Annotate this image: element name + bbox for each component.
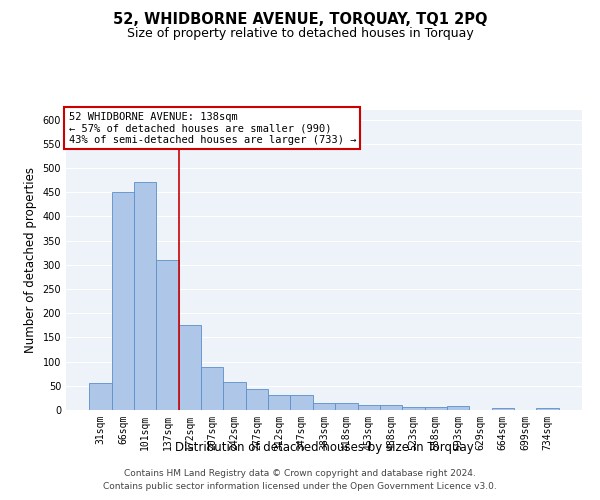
Bar [447, 406, 469, 410]
Bar [179, 325, 201, 410]
Text: Contains public sector information licensed under the Open Government Licence v3: Contains public sector information licen… [103, 482, 497, 491]
Bar [112, 192, 134, 410]
Bar [290, 394, 313, 410]
Bar [223, 382, 246, 410]
Bar [335, 402, 358, 410]
Text: 52, WHIDBORNE AVENUE, TORQUAY, TQ1 2PQ: 52, WHIDBORNE AVENUE, TORQUAY, TQ1 2PQ [113, 12, 487, 28]
Bar [89, 384, 112, 410]
Bar [536, 408, 559, 410]
Text: Contains HM Land Registry data © Crown copyright and database right 2024.: Contains HM Land Registry data © Crown c… [124, 468, 476, 477]
Bar [134, 182, 157, 410]
Bar [157, 260, 179, 410]
Text: 52 WHIDBORNE AVENUE: 138sqm
← 57% of detached houses are smaller (990)
43% of se: 52 WHIDBORNE AVENUE: 138sqm ← 57% of det… [68, 112, 356, 144]
Text: Distribution of detached houses by size in Torquay: Distribution of detached houses by size … [175, 441, 473, 454]
Bar [491, 408, 514, 410]
Bar [268, 396, 290, 410]
Bar [201, 368, 223, 410]
Bar [246, 389, 268, 410]
Bar [358, 405, 380, 410]
Bar [380, 405, 402, 410]
Text: Size of property relative to detached houses in Torquay: Size of property relative to detached ho… [127, 28, 473, 40]
Bar [313, 402, 335, 410]
Y-axis label: Number of detached properties: Number of detached properties [24, 167, 37, 353]
Bar [425, 407, 447, 410]
Bar [402, 407, 425, 410]
